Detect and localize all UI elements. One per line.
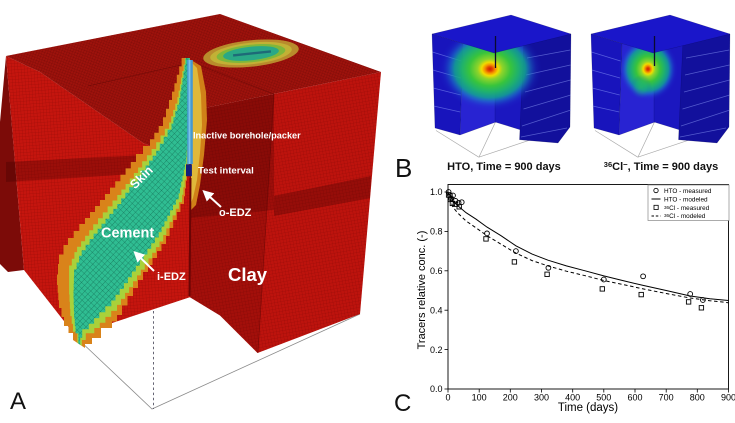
svg-text:0.4: 0.4 (430, 305, 443, 315)
svg-text:36Cl - measured: 36Cl - measured (664, 205, 710, 212)
svg-text:o-EDZ: o-EDZ (219, 207, 252, 219)
svg-text:B: B (395, 153, 412, 183)
svg-text:100: 100 (472, 393, 487, 403)
svg-text:0.6: 0.6 (430, 266, 443, 276)
svg-text:500: 500 (596, 393, 611, 403)
svg-text:Cement: Cement (101, 226, 154, 242)
svg-text:Time (days): Time (days) (558, 402, 618, 414)
svg-text:600: 600 (627, 393, 642, 403)
svg-text:i-EDZ: i-EDZ (157, 271, 186, 283)
svg-text:36Cl - modeled: 36Cl - modeled (664, 213, 706, 220)
svg-text:Test interval: Test interval (198, 166, 254, 177)
svg-text:Clay: Clay (228, 264, 268, 285)
svg-text:0.8: 0.8 (430, 227, 443, 237)
svg-text:Tracers relative conc. (-): Tracers relative conc. (-) (416, 231, 428, 350)
svg-text:900: 900 (721, 393, 735, 403)
svg-text:HTO - measured: HTO - measured (664, 188, 712, 195)
svg-text:A: A (10, 388, 26, 415)
svg-text:800: 800 (690, 393, 705, 403)
svg-text:Inactive borehole/packer: Inactive borehole/packer (193, 131, 301, 141)
svg-text:0: 0 (445, 393, 450, 403)
svg-text:C: C (394, 390, 411, 417)
svg-text:400: 400 (565, 393, 580, 403)
svg-text:0.2: 0.2 (430, 345, 443, 355)
svg-text:36Cl–, Time = 900 days: 36Cl–, Time = 900 days (604, 160, 718, 173)
svg-text:HTO - modeled: HTO - modeled (664, 197, 708, 204)
svg-text:700: 700 (659, 393, 674, 403)
svg-text:HTO, Time = 900 days: HTO, Time = 900 days (447, 161, 561, 173)
svg-text:200: 200 (503, 393, 518, 403)
svg-text:0.0: 0.0 (430, 384, 443, 394)
svg-text:1.0: 1.0 (430, 187, 443, 197)
svg-text:300: 300 (534, 393, 549, 403)
